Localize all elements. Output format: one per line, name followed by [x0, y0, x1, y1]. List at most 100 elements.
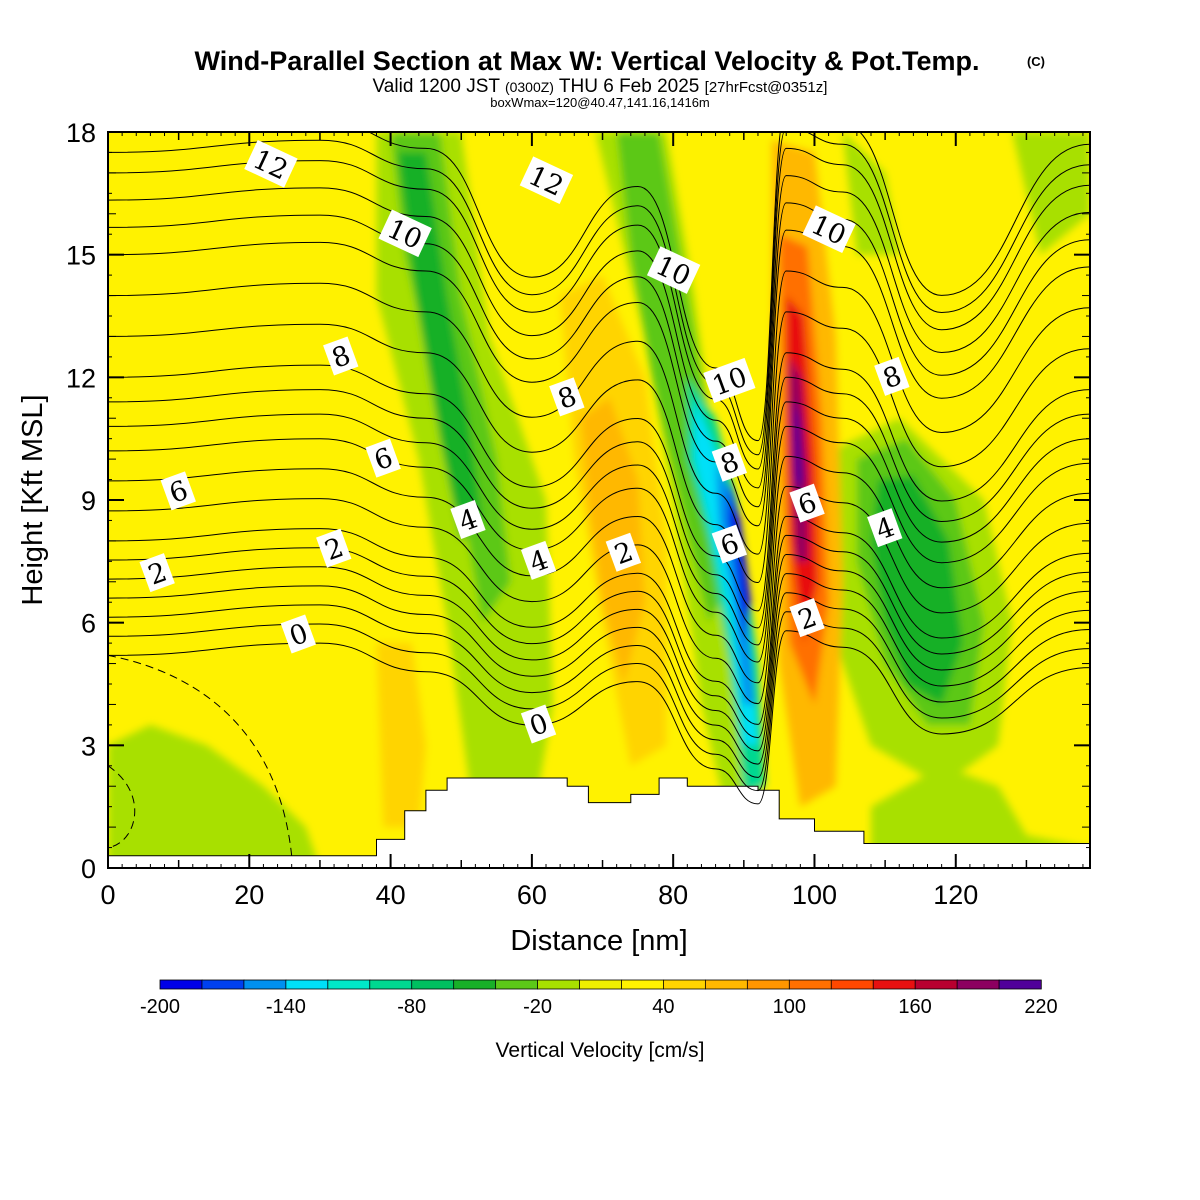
colorbar-swatch — [914, 979, 958, 990]
colorbar-swatch — [998, 979, 1042, 990]
x-tick-label: 120 — [933, 880, 978, 910]
colorbar-swatch — [788, 979, 832, 990]
contour-label-box — [789, 598, 825, 638]
contour-label: 6 — [160, 471, 196, 511]
colorbar-tick-label: -200 — [140, 996, 180, 1018]
box-info: boxWmax=120@40.47,141.16,1416m — [490, 95, 710, 110]
theta-contour-line — [108, 592, 1090, 778]
contour-label-box — [646, 246, 701, 294]
w-downdraft — [715, 459, 755, 705]
colorbar-swatch — [159, 979, 203, 990]
theta-contour-dashed — [108, 765, 136, 849]
colorbar-swatch — [746, 979, 790, 990]
contour-label: 6 — [365, 438, 401, 478]
colorbar-swatch — [830, 979, 874, 990]
theta-contour-line — [108, 401, 1090, 646]
valid-utc: (0300Z) — [505, 79, 554, 95]
theta-contour-line — [108, 485, 1090, 705]
contour-label-box — [450, 499, 486, 539]
w-sink-band — [871, 765, 1090, 868]
contour-label-box — [323, 336, 359, 376]
contour-label-box — [520, 704, 557, 744]
contour-label-box — [139, 553, 175, 593]
colorbar-swatch — [663, 979, 707, 990]
contour-label: 8 — [323, 336, 359, 376]
theta-contour-line — [108, 553, 1090, 752]
contour-label: 0 — [520, 704, 557, 744]
contour-label: 6 — [711, 524, 748, 564]
terrain-profile — [108, 777, 1090, 868]
w-updraft-core — [791, 397, 803, 492]
terrain — [108, 777, 1090, 868]
forecast-tag: [27hrFcst@0351z] — [705, 79, 828, 96]
contour-label-box — [244, 139, 298, 188]
contour-label-box — [703, 357, 756, 404]
theta-contour-line — [108, 630, 1090, 805]
y-tick-label: 18 — [66, 118, 96, 148]
contour-label: 2 — [789, 598, 825, 638]
contour-label: 4 — [520, 540, 557, 580]
y-tick-label: 3 — [81, 731, 96, 761]
contour-label-box — [605, 532, 642, 572]
x-tick-label: 100 — [792, 880, 837, 910]
valid-date: THU 6 Feb 2025 — [559, 76, 699, 97]
colorbar-swatch — [621, 979, 665, 990]
colorbar-swatch — [285, 979, 329, 990]
w-sink-band — [108, 724, 320, 868]
chart-title: Wind-Parallel Section at Max W: Vertical… — [195, 46, 980, 76]
colorbar-swatch — [453, 979, 497, 990]
colorbar-swatch — [369, 979, 413, 990]
w-sink-band — [1012, 132, 1090, 255]
contour-label-box — [802, 205, 856, 253]
x-tick-label: 80 — [658, 880, 688, 910]
y-tick-label: 15 — [66, 241, 96, 271]
contour-label-box — [378, 209, 432, 258]
colorbar-tick-label: -140 — [266, 996, 306, 1018]
theta-contour-line — [108, 376, 1090, 629]
contour-label: 8 — [874, 356, 910, 396]
colorbar-tick-label: 100 — [773, 996, 806, 1018]
contour-label-box — [520, 540, 557, 580]
y-tick-label: 12 — [66, 363, 96, 393]
y-axis-label: Height [Kft MSL] — [17, 394, 49, 605]
y-tick-label: 9 — [81, 486, 96, 516]
theta-contour-line — [108, 311, 1090, 584]
contour-label: 4 — [450, 499, 486, 539]
theta-contour-line — [108, 573, 1090, 765]
colorbar-swatch — [201, 979, 245, 990]
contour-label: 6 — [789, 483, 825, 523]
contour-label-box — [316, 528, 352, 568]
copyright-mark: (C) — [1027, 54, 1045, 69]
colorbar-swatch — [872, 979, 916, 990]
theta-contour-line — [108, 352, 1090, 612]
valid-time-line: Valid 1200 JST (0300Z) THU 6 Feb 2025 [2… — [373, 76, 828, 97]
contour-label: 2 — [605, 532, 642, 572]
vertical-velocity-field — [108, 132, 1090, 868]
contour-label-box — [365, 438, 401, 478]
contour-label: 8 — [549, 377, 585, 417]
contour-label: 8 — [711, 442, 748, 482]
x-tick-label: 60 — [517, 880, 547, 910]
colorbar-tick-label: 220 — [1024, 996, 1057, 1018]
theta-contour-line — [108, 534, 1090, 739]
y-tick-label: 0 — [81, 854, 96, 884]
colorbar-swatch — [537, 979, 581, 990]
contour-label: 4 — [867, 508, 903, 548]
colorbar: -200 -140 -80 -20 40 100 160 220 — [140, 979, 1058, 1018]
contour-label-box — [867, 508, 903, 548]
theta-contour-line — [108, 132, 1090, 442]
contour-label: 0 — [280, 614, 317, 654]
colorbar-swatch — [327, 979, 371, 990]
theta-contour-dashed — [108, 654, 293, 856]
colorbar-swatch — [411, 979, 455, 990]
contour-label-box — [711, 442, 748, 482]
contour-label-box — [549, 377, 585, 417]
contour-label-box — [874, 356, 910, 396]
valid-prefix: Valid 1200 JST — [373, 76, 501, 97]
theta-contour-line — [108, 515, 1090, 725]
colorbar-swatch — [579, 979, 623, 990]
x-tick-label: 20 — [234, 880, 264, 910]
w-updraft — [376, 643, 426, 828]
